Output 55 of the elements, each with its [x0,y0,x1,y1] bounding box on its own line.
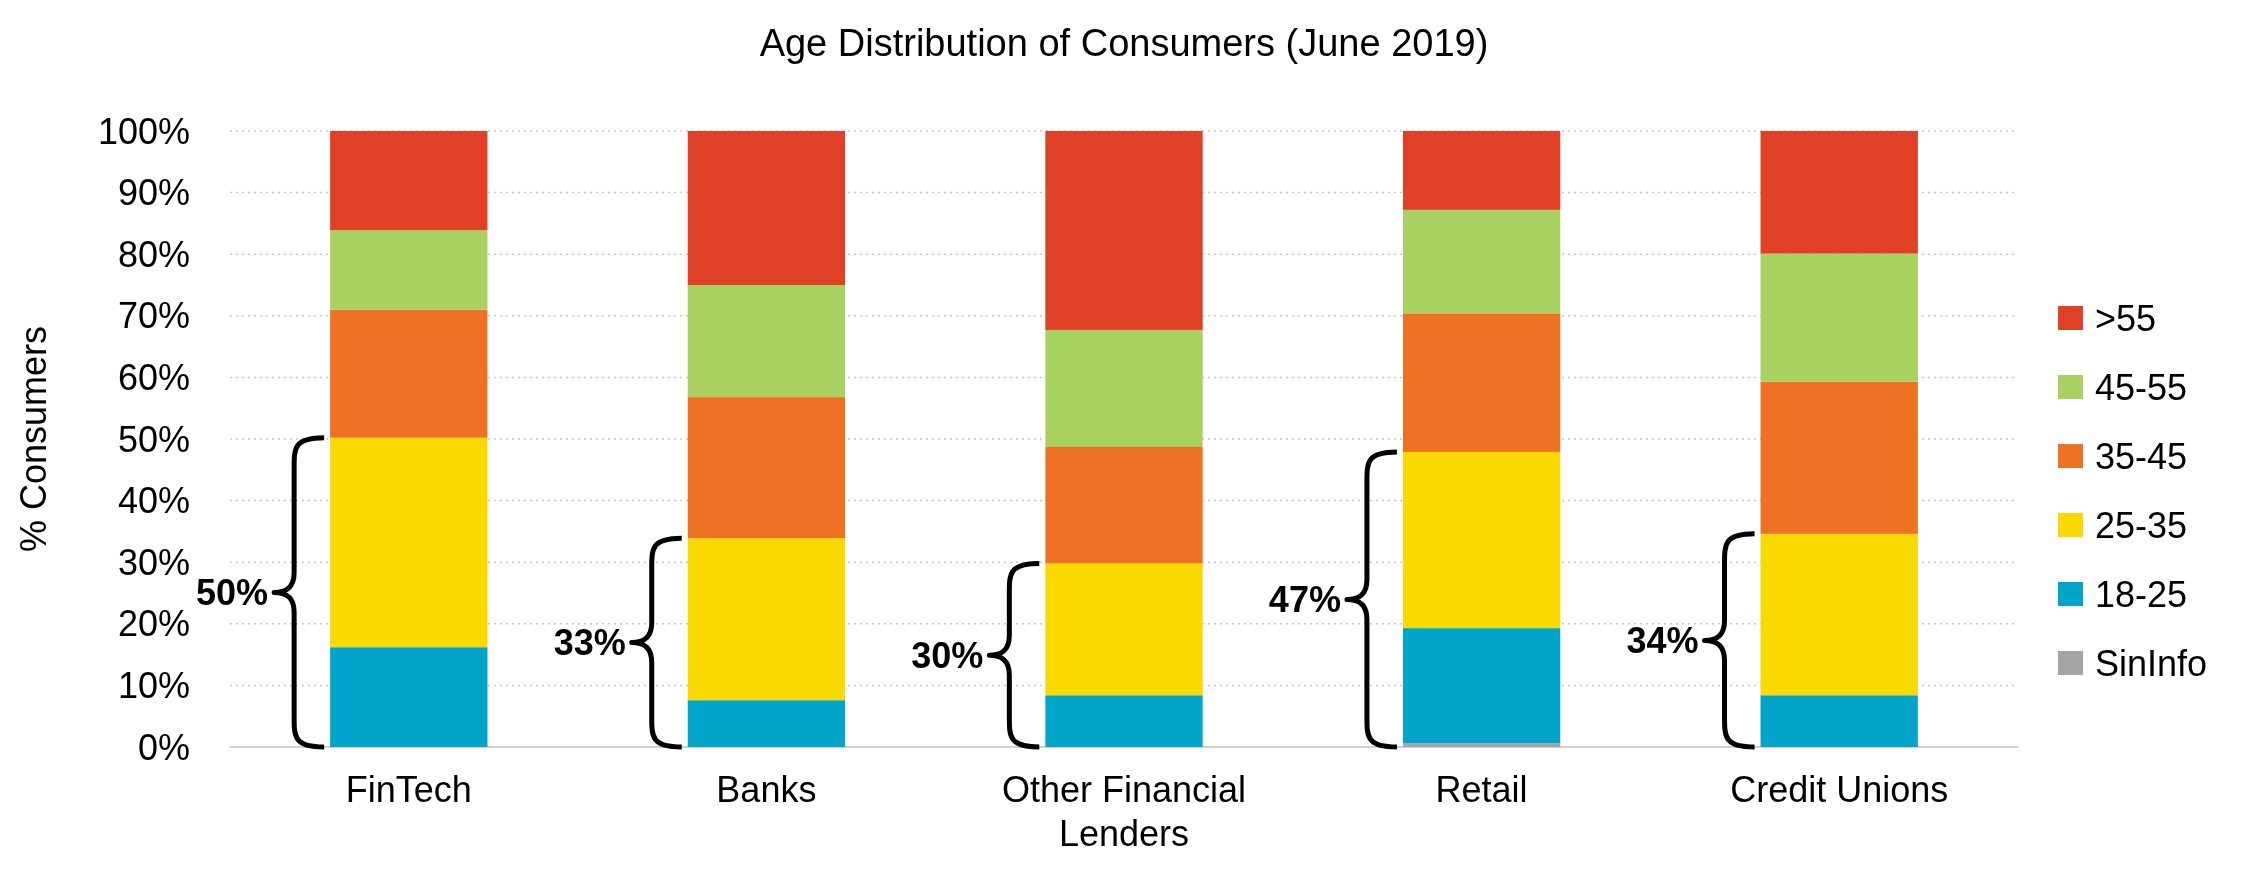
legend-label: 45-55 [2095,366,2188,408]
bar [1402,628,1561,744]
y-tick-label: 60% [117,357,190,398]
bar [330,230,488,310]
bar [687,131,846,285]
bar [1760,253,1918,382]
bar [1045,695,1203,747]
bar [687,700,846,747]
bar [1760,695,1918,747]
bar [330,437,488,648]
bar [687,397,846,539]
bar [1402,209,1561,314]
bar [1402,131,1561,210]
y-tick-label: 100% [97,110,190,152]
annotation: 47% [1268,579,1341,621]
y-tick-label: 40% [117,480,190,522]
y-tick-label: 70% [117,295,190,337]
y-axis-title: % Consumers [13,325,54,553]
y-tick-label: 90% [117,172,190,214]
bar [1760,131,1918,254]
x-tick-label: Credit Unions [1730,769,1949,810]
bar [1045,563,1203,696]
bar [687,538,846,701]
legend-label: 35-45 [2095,435,2188,477]
legend-label: >55 [2095,297,2157,339]
legend-label: 25-35 [2095,504,2188,546]
annotation: 34% [1626,620,1699,662]
y-tick-label: 0% [137,726,190,768]
y-tick-label: 50% [117,418,190,460]
bar [1760,381,1918,534]
bar [330,131,488,231]
y-tick-label: 80% [117,233,190,275]
x-tick-label: FinTech [345,769,472,810]
bar [1760,533,1918,696]
bar [687,285,846,398]
bar [1402,451,1561,629]
bar [1045,329,1203,448]
bar [1402,743,1561,747]
legend-label: 18-25 [2095,573,2188,615]
bar [330,309,488,438]
bar [1045,447,1203,564]
bar [330,647,488,747]
bar [1402,313,1561,452]
annotation: 33% [553,622,626,664]
chart-title: Age Distribution of Consumers (June 2019) [759,22,1489,64]
y-tick-label: 10% [117,665,190,706]
x-tick-label: Other Financial Lenders [1001,769,1247,854]
bar [1045,131,1203,330]
annotation: 50% [196,571,269,613]
y-tick-label: 30% [117,541,190,583]
annotation: 30% [911,634,984,676]
x-tick-label: Banks [716,769,817,810]
y-tick-label: 20% [117,603,190,645]
x-tick-label: Retail [1435,769,1528,810]
legend-label: SinInfo [2095,642,2208,684]
